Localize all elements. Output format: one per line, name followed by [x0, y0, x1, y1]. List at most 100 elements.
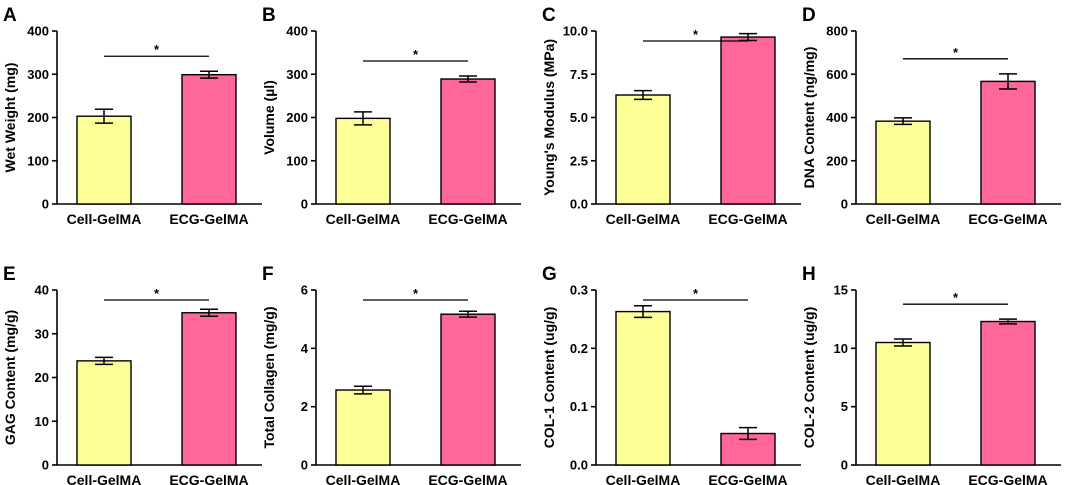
y-axis-label: GAG Content (mg/g)	[2, 310, 18, 445]
y-tick-label: 7.5	[570, 67, 588, 82]
y-tick-label: 400	[27, 24, 49, 39]
significance-star: *	[154, 42, 160, 57]
panel-f: F Total Collagen (mg/g) 0 2 4 6 Cell-GelMA ECG-…	[261, 264, 521, 485]
y-tick-label: 300	[27, 67, 49, 82]
panel-e: E GAG Content (mg/g) 0 10 20 30 40 Cell-GelMA EC…	[2, 264, 262, 485]
y-axis-label: Young's Modulus (MPa)	[541, 39, 557, 196]
category-label: Cell-GelMA	[326, 211, 401, 227]
y-tick-label: 0	[841, 197, 848, 212]
panel-letter: G	[542, 264, 557, 285]
error-bar	[999, 318, 1017, 325]
category-label: ECG-GelMA	[708, 211, 787, 227]
y-tick-label: 4	[301, 341, 309, 356]
panel-letter: D	[802, 5, 816, 26]
y-tick-label: 400	[826, 110, 848, 125]
panel-letter: H	[802, 264, 816, 285]
y-tick-label: 100	[286, 153, 308, 168]
y-tick-label: 200	[27, 110, 49, 125]
panel-h: H COL-2 Content (ug/g) 0 5 10 15 Cell-GelMA ECG…	[801, 264, 1061, 485]
significance-star: *	[953, 45, 959, 60]
error-bar	[459, 75, 477, 83]
bar-cell-gelma	[875, 120, 931, 205]
category-label: Cell-GelMA	[606, 472, 681, 485]
error-bar	[354, 385, 372, 395]
y-tick-label: 0.1	[570, 399, 588, 414]
category-label: Cell-GelMA	[326, 472, 401, 485]
bar-ecg-gelma	[440, 78, 496, 205]
error-bar	[95, 356, 113, 366]
bar-ecg-gelma	[181, 73, 237, 205]
y-tick-label: 6	[301, 283, 308, 298]
y-axis-label: Total Collagen (mg/g)	[261, 306, 277, 448]
y-tick-label: 300	[286, 67, 308, 82]
category-label: Cell-GelMA	[67, 211, 142, 227]
category-label: ECG-GelMA	[169, 211, 248, 227]
y-tick-label: 40	[35, 283, 49, 298]
error-bar	[200, 308, 218, 317]
panel-letter: F	[262, 264, 274, 285]
error-bar	[200, 70, 218, 79]
error-bar	[739, 426, 757, 441]
y-tick-label: 600	[826, 67, 848, 82]
y-axis-label: Volume (µl)	[261, 80, 277, 155]
y-tick-label: 20	[35, 370, 49, 385]
y-tick-label: 400	[286, 24, 308, 39]
error-bar	[999, 73, 1017, 90]
y-axis-label: Wet Weight (mg)	[2, 63, 18, 173]
significance-star: *	[693, 286, 699, 301]
panel-letter: E	[3, 264, 16, 285]
panel-c: C Young's Modulus (MPa) 0.0 2.5 5.0 7.5 10.0 Ce…	[541, 5, 801, 227]
error-bar	[894, 338, 912, 347]
category-label: Cell-GelMA	[866, 472, 941, 485]
y-axis-label: COL-1 Content (ug/g)	[541, 307, 557, 449]
category-label: ECG-GelMA	[968, 211, 1047, 227]
y-tick-label: 15	[834, 283, 848, 298]
y-tick-label: 10.0	[563, 24, 588, 39]
y-tick-label: 10	[834, 341, 848, 356]
category-label: ECG-GelMA	[169, 472, 248, 485]
category-label: Cell-GelMA	[606, 211, 681, 227]
bar-cell-gelma	[76, 115, 132, 205]
panel-g: G COL-1 Content (ug/g) 0.0 0.1 0.2 0.3 Cell-Ge…	[541, 264, 801, 485]
y-tick-label: 0.3	[570, 283, 588, 298]
panel-d: D DNA Content (ng/mg) 0 200 400 600 800 Cell-Ge…	[801, 5, 1061, 227]
error-bar	[634, 89, 652, 101]
category-label: ECG-GelMA	[708, 472, 787, 485]
error-bar	[634, 305, 652, 319]
y-tick-label: 0	[841, 458, 848, 473]
bar-cell-gelma	[335, 117, 391, 205]
y-tick-label: 200	[286, 110, 308, 125]
significance-star: *	[154, 286, 160, 301]
panel-letter: C	[542, 5, 556, 26]
y-tick-label: 30	[35, 326, 49, 341]
bar-ecg-gelma	[181, 312, 237, 466]
bar-ecg-gelma	[980, 80, 1036, 205]
panel-a: A Wet Weight (mg) 0 100 200 300 400 Cell-GelMA E…	[2, 5, 262, 227]
y-axis-label: COL-2 Content (ug/g)	[801, 307, 817, 449]
bar-ecg-gelma	[440, 313, 496, 466]
bar-ecg-gelma	[720, 36, 776, 205]
y-tick-label: 10	[35, 414, 49, 429]
error-bar	[459, 310, 477, 318]
y-tick-label: 800	[826, 24, 848, 39]
y-tick-label: 100	[27, 153, 49, 168]
significance-star: *	[693, 27, 699, 42]
y-tick-label: 0	[301, 458, 308, 473]
y-tick-label: 0	[301, 197, 308, 212]
significance-star: *	[953, 290, 959, 305]
panel-letter: B	[262, 5, 276, 26]
category-label: ECG-GelMA	[428, 211, 507, 227]
significance-star: *	[413, 47, 419, 62]
y-tick-label: 0	[42, 197, 49, 212]
error-bar	[894, 117, 912, 126]
category-label: Cell-GelMA	[866, 211, 941, 227]
error-bar	[95, 108, 113, 124]
significance-star: *	[413, 286, 419, 301]
category-label: ECG-GelMA	[968, 472, 1047, 485]
bar-cell-gelma	[335, 389, 391, 466]
y-tick-label: 0.0	[570, 197, 588, 212]
error-bar	[354, 111, 372, 126]
bar-cell-gelma	[875, 341, 931, 466]
bar-ecg-gelma	[980, 320, 1036, 466]
